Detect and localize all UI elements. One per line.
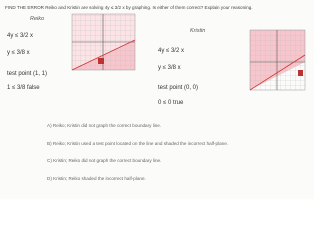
answer-option[interactable]: B) Reiko; Kristin used a test point loca… bbox=[47, 141, 228, 146]
graph bbox=[71, 13, 136, 71]
work-step: 0 ≤ 0 true bbox=[158, 100, 184, 106]
work-step: test point (0, 0) bbox=[158, 85, 198, 91]
work-step: 4y ≤ 3/2 x bbox=[7, 33, 33, 39]
graph bbox=[249, 29, 306, 91]
page: FIND THE ERROR Reiko and Kristin are sol… bbox=[5, 5, 306, 181]
prompt: FIND THE ERROR Reiko and Kristin are sol… bbox=[5, 5, 253, 10]
worksheet: FIND THE ERROR Reiko and Kristin are sol… bbox=[5, 5, 306, 181]
answer-option[interactable]: D) Kristin; Reiko shaded the incorrect h… bbox=[47, 176, 146, 181]
answer-option[interactable]: C) Kristin; Reiko did not graph the corr… bbox=[47, 158, 161, 163]
work-step: y ≤ 3/8 x bbox=[158, 65, 181, 71]
work-step: 1 ≤ 3/8 false bbox=[7, 85, 40, 91]
work-step: 4y ≤ 3/2 x bbox=[158, 48, 184, 54]
work-step: y ≤ 3/8 x bbox=[7, 50, 30, 56]
student-name: Kristin bbox=[190, 28, 205, 34]
student-name: Reiko bbox=[30, 16, 44, 22]
answer-option[interactable]: A) Reiko; Kristin did not graph the corr… bbox=[47, 123, 161, 128]
work-step: test point (1, 1) bbox=[7, 71, 47, 77]
